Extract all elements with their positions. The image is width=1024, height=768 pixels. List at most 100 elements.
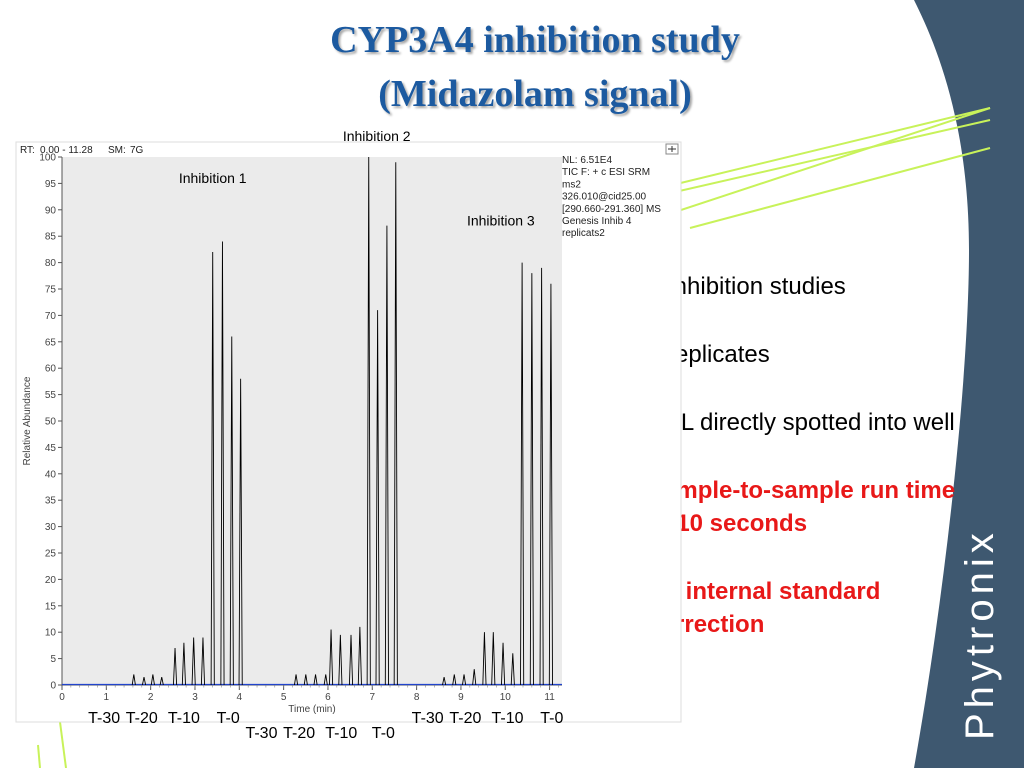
x-tick-label: 0 <box>59 692 65 703</box>
y-tick-label: 20 <box>45 575 57 586</box>
x-tick-label: 8 <box>414 692 420 703</box>
x-tick-label: 2 <box>148 692 154 703</box>
x-tick-label: 1 <box>104 692 110 703</box>
inhibition-label: Inhibition 2 <box>343 128 411 144</box>
scan-info-line: 326.010@cid25.00 <box>562 192 647 203</box>
y-tick-label: 80 <box>45 258 57 269</box>
time-point-label: T-30 <box>412 710 444 727</box>
y-tick-label: 100 <box>39 153 56 164</box>
time-point-label: T-20 <box>283 725 315 742</box>
x-tick-label: 5 <box>281 692 287 703</box>
y-tick-label: 45 <box>45 443 57 454</box>
scan-info-line: [290.660-291.360] MS <box>562 204 661 215</box>
peak <box>472 669 477 686</box>
time-point-labels: T-30 T-20 T-10 T-0 T-30 T-20 T-10 T-0 T-30 T-20 T-… <box>88 710 563 742</box>
y-tick-label: 0 <box>50 681 56 692</box>
peak <box>210 252 215 686</box>
brand-band <box>914 0 1024 768</box>
slide-title-line1: CYP3A4 inhibition study <box>330 19 740 61</box>
peak <box>375 310 380 686</box>
time-point-label: T-20 <box>449 710 481 727</box>
scan-info-line: NL: 6.51E4 <box>562 155 612 166</box>
peak <box>293 674 299 686</box>
accent-line <box>37 744 41 768</box>
y-tick-label: 90 <box>45 205 57 216</box>
scan-info-line: replicats2 <box>562 228 605 239</box>
accent-line <box>639 119 991 201</box>
inhibition-label: Inhibition 1 <box>179 170 247 186</box>
scan-info-line: Genesis Inhib 4 <box>562 216 632 227</box>
peak <box>461 674 467 686</box>
time-point-label: T-0 <box>372 725 395 742</box>
peak <box>220 241 225 686</box>
peak <box>329 629 334 686</box>
inhibition-label: Inhibition 3 <box>467 212 535 228</box>
peak <box>548 283 553 686</box>
y-tick-label: 65 <box>45 337 57 348</box>
inhibition-annotations: Inhibition 1 Inhibition 2 Inhibition 3 <box>179 128 535 228</box>
peak <box>384 225 389 686</box>
peak <box>323 674 328 686</box>
peak <box>529 273 534 686</box>
scan-info-line: ms2 <box>562 179 581 190</box>
y-tick-label: 75 <box>45 285 57 296</box>
y-tick-label: 85 <box>45 232 57 243</box>
accent-line <box>659 107 991 189</box>
bullet-text: 2 µL directly spotted into well <box>647 409 955 436</box>
time-point-label: T-0 <box>540 710 563 727</box>
peak <box>181 642 186 686</box>
y-tick-label: 5 <box>50 654 56 665</box>
sm-label: SM: <box>108 145 126 156</box>
x-tick-label: 6 <box>325 692 331 703</box>
x-tick-label: 4 <box>237 692 243 703</box>
peak <box>442 676 447 686</box>
scan-info-line: TIC F: + c ESI SRM <box>562 167 650 178</box>
plot-area <box>62 157 562 685</box>
accent-line <box>689 147 991 229</box>
x-tick-label: 7 <box>370 692 376 703</box>
y-axis: 0 5 10 15 20 25 30 35 40 45 50 55 60 65 70 75 80 85 90 95 10… <box>39 153 63 692</box>
y-axis-label: Relative Abundance <box>22 376 33 465</box>
y-tick-label: 10 <box>45 628 57 639</box>
peak <box>520 262 525 686</box>
peak <box>357 626 362 686</box>
y-tick-label: 50 <box>45 417 57 428</box>
peak <box>482 632 487 686</box>
time-point-label: T-10 <box>168 710 200 727</box>
time-point-label: T-30 <box>88 710 120 727</box>
peak <box>172 648 178 686</box>
rt-value: 0.00 - 11.28 <box>40 145 93 156</box>
peak <box>141 676 147 686</box>
y-tick-label: 15 <box>45 601 57 612</box>
peak <box>150 674 155 686</box>
pin-icon[interactable] <box>665 143 679 155</box>
peak <box>491 632 496 686</box>
y-tick-label: 25 <box>45 549 57 560</box>
peak <box>200 637 206 686</box>
peak <box>303 674 308 686</box>
peak <box>338 634 343 686</box>
accent-line <box>59 721 67 768</box>
peak <box>238 378 243 686</box>
sm-value: 7G <box>130 145 144 156</box>
peak <box>348 634 354 686</box>
x-axis-label: Time (min) <box>288 704 335 715</box>
peak <box>131 674 136 686</box>
y-tick-label: 70 <box>45 311 57 322</box>
y-tick-label: 55 <box>45 390 57 401</box>
y-tick-label: 95 <box>45 179 57 190</box>
peak <box>452 674 457 686</box>
time-point-label: T-20 <box>126 710 158 727</box>
bullet-item: •2 µL directly spotted into well <box>600 406 965 439</box>
x-tick-label: 10 <box>500 692 512 703</box>
x-tick-label: 11 <box>544 692 555 703</box>
peak <box>229 336 234 686</box>
slide-title-line2: (Midazolam signal) <box>378 73 692 115</box>
y-tick-label: 40 <box>45 469 57 480</box>
band-shape <box>914 0 1024 768</box>
peak <box>510 653 515 686</box>
x-tick-label: 3 <box>192 692 198 703</box>
peak <box>539 267 544 686</box>
